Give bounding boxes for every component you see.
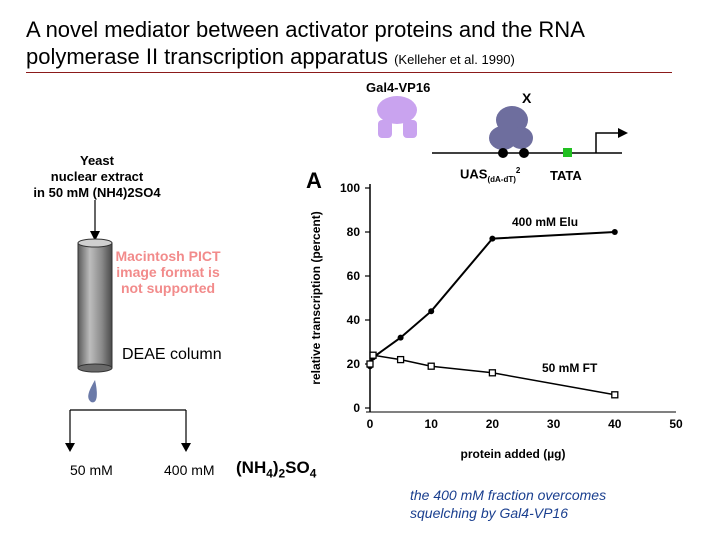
y-tick-label: 20 xyxy=(347,357,361,371)
transcription-chart: 0 20 40 60 80 100 0 10 20 30 40 50 protein added (µg… xyxy=(306,168,683,461)
y-tick-label: 80 xyxy=(347,225,361,239)
y-tick-label: 40 xyxy=(347,313,361,327)
title-main: A novel mediator between activator prote… xyxy=(26,17,584,69)
fraction-split xyxy=(65,409,191,452)
deae-column xyxy=(77,238,113,373)
y-tick-label: 100 xyxy=(340,181,360,195)
uas-site-2 xyxy=(519,148,529,158)
x-tick-label: 0 xyxy=(367,417,374,431)
fraction-400mm-label: 400 mM xyxy=(164,462,215,478)
gal4-vp16-label: Gal4-VP16 xyxy=(366,80,431,95)
eluate-drop-icon xyxy=(88,380,97,403)
x-axis-label: protein added (µg) xyxy=(461,447,566,461)
uas-label: UAS(dA-dT)2 xyxy=(460,166,520,184)
extract-line-3: in 50 mM (NH4)2SO4 xyxy=(33,185,161,200)
slide-title: A novel mediator between activator prote… xyxy=(26,16,686,73)
data-point xyxy=(366,360,374,368)
uas-subscript: (dA-dT) xyxy=(487,174,516,184)
transcription-start-arrow xyxy=(595,132,620,153)
series-line-0 xyxy=(369,231,615,367)
data-point xyxy=(611,229,618,235)
data-point xyxy=(427,362,435,370)
data-point xyxy=(369,351,377,359)
tata-label: TATA xyxy=(550,168,582,183)
data-point xyxy=(488,369,497,377)
ammonium-sulfate-label: (NH4)2SO4 xyxy=(236,458,317,481)
extract-line-1: Yeast xyxy=(80,153,114,168)
data-point xyxy=(396,355,405,364)
slide-caption: the 400 mM fraction overcomes squelching… xyxy=(410,487,607,521)
deae-column-label: DEAE column xyxy=(122,346,222,363)
data-point xyxy=(489,235,496,242)
data-point xyxy=(428,308,435,315)
title-citation: (Kelleher et al. 1990) xyxy=(394,52,515,67)
uas-superscript: 2 xyxy=(515,166,521,175)
pict-placeholder-text: Macintosh PICT image format is not suppo… xyxy=(115,248,221,296)
title-divider xyxy=(26,72,672,73)
x-tick-label: 30 xyxy=(547,417,561,431)
x-tick-label: 10 xyxy=(425,417,439,431)
series-label: 50 mM FT xyxy=(542,361,598,375)
extract-line-2: nuclear extract xyxy=(50,169,144,184)
load-arrow-head-icon xyxy=(90,231,100,241)
gal4-vp16-protein xyxy=(377,96,417,138)
yeast-extract-label: Yeast nuclear extract in 50 mM (NH4)2SO4 xyxy=(30,153,164,201)
factor-x-label: X xyxy=(522,90,532,106)
x-tick-label: 20 xyxy=(486,417,500,431)
uas-site-1 xyxy=(498,148,508,158)
arrow-head-icon xyxy=(618,128,628,138)
y-tick-label: 60 xyxy=(347,269,361,283)
y-tick-label: 0 xyxy=(353,401,360,415)
series-label: 400 mM Elu xyxy=(512,215,578,229)
x-tick-label: 40 xyxy=(608,417,622,431)
tata-box xyxy=(563,148,572,157)
panel-label: A xyxy=(306,168,322,193)
uas-text: UAS xyxy=(460,166,488,182)
data-point xyxy=(611,391,619,399)
x-tick-label: 50 xyxy=(669,417,683,431)
factor-x-protein xyxy=(489,106,533,150)
fraction-50mm-label: 50 mM xyxy=(70,462,113,478)
data-point xyxy=(397,334,404,341)
y-axis-label: relative transcription (percent) xyxy=(309,211,323,384)
